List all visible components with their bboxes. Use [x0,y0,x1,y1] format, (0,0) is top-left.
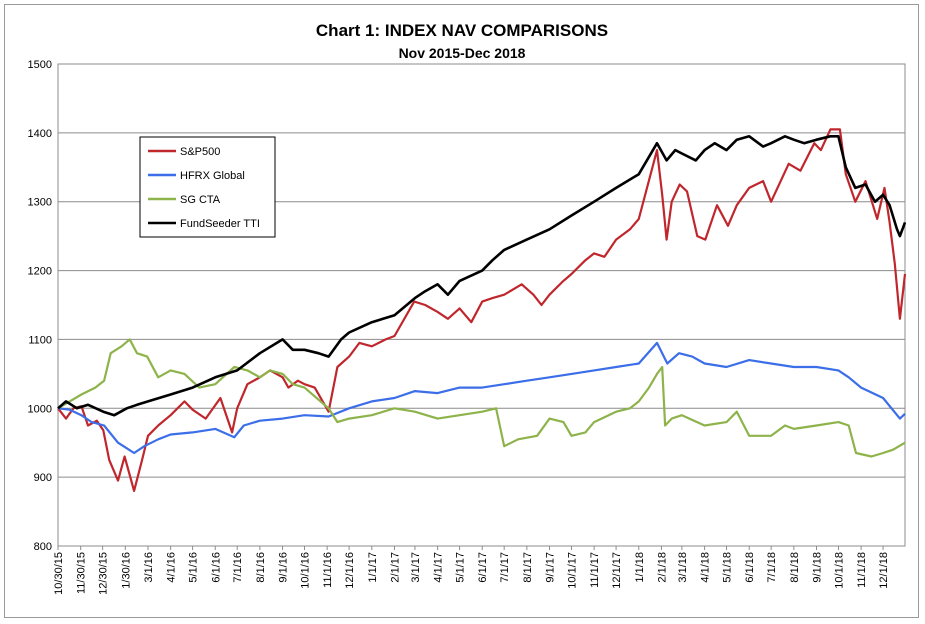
x-tick-label: 5/1/16 [188,552,200,583]
series-line-fundseeder-tti [57,135,907,417]
series-line-s-p500 [57,128,907,492]
x-tick-label: 11/30/15 [76,552,88,594]
x-tick-label: 4/1/16 [166,552,178,583]
x-tick-label: 8/1/17 [522,552,534,583]
x-tick-label: 11/1/18 [856,552,868,588]
y-tick-label: 1000 [28,403,52,415]
x-tick-label: 7/1/18 [766,552,778,583]
x-tick-label: 12/30/15 [98,552,110,595]
x-tick-label: 4/1/18 [700,552,712,583]
x-tick-label: 8/1/16 [255,552,267,583]
x-tick-label: 9/1/16 [278,552,290,583]
x-tick-label: 1/1/18 [634,552,646,583]
x-tick-label: 4/1/17 [433,552,445,583]
x-tick-label: 3/1/18 [677,552,689,583]
x-tick-label: 12/1/17 [611,552,623,589]
x-tick-label: 10/1/16 [299,552,311,589]
x-tick-label: 1/30/16 [120,552,132,589]
x-tick-label: 6/1/17 [477,552,489,583]
x-tick-label: 10/1/18 [833,552,845,589]
legend-box [139,136,276,238]
x-tick-label: 5/1/18 [722,552,734,583]
y-tick-label: 900 [34,472,52,484]
series-line-sg-cta [57,338,906,458]
x-tick-label: 3/1/16 [143,552,155,583]
y-tick-label: 1300 [28,197,52,209]
x-tick-label: 6/1/18 [744,552,756,583]
y-tick-label: 1100 [28,334,52,346]
legend-label: S&P500 [180,146,220,158]
x-tick-label: 8/1/18 [789,552,801,583]
x-tick-label: 9/1/18 [811,552,823,583]
legend-label: FundSeeder TTI [180,218,260,230]
x-tick-label: 7/1/17 [499,552,511,583]
chart-subtitle: Nov 2015-Dec 2018 [399,45,526,61]
legend-label: SG CTA [180,194,221,206]
chart-title: Chart 1: INDEX NAV COMPARISONS [316,21,608,40]
x-tick-label: 1/1/17 [367,552,379,583]
y-tick-label: 1500 [28,59,52,71]
x-tick-label: 10/1/17 [566,552,578,589]
x-tick-label: 11/1/17 [589,552,601,588]
y-tick-label: 1200 [28,266,52,278]
x-tick-label: 5/1/17 [455,552,467,583]
x-tick-label: 9/1/17 [545,552,557,583]
x-tick-label: 2/1/18 [656,552,668,583]
x-tick-label: 2/1/17 [389,552,401,583]
series-line-hfrx-global [57,341,906,455]
x-tick-label: 10/30/15 [53,552,65,595]
plot-border [57,63,906,547]
x-tick-label: 12/1/18 [878,552,890,589]
x-tick-label: 12/1/16 [344,552,356,589]
plot-area: 800 900 1000 1100 1200 1300 1400 1500 10/30/15 11… [28,59,907,595]
x-tick-label: 7/1/16 [232,552,244,583]
x-tick-label: 11/1/16 [322,552,334,588]
x-tick-label: 3/1/17 [410,552,422,583]
x-tick-label: 6/1/16 [210,552,222,583]
y-tick-label: 800 [34,541,52,553]
legend-label: HFRX Global [180,170,245,182]
y-tick-label: 1400 [28,128,52,140]
